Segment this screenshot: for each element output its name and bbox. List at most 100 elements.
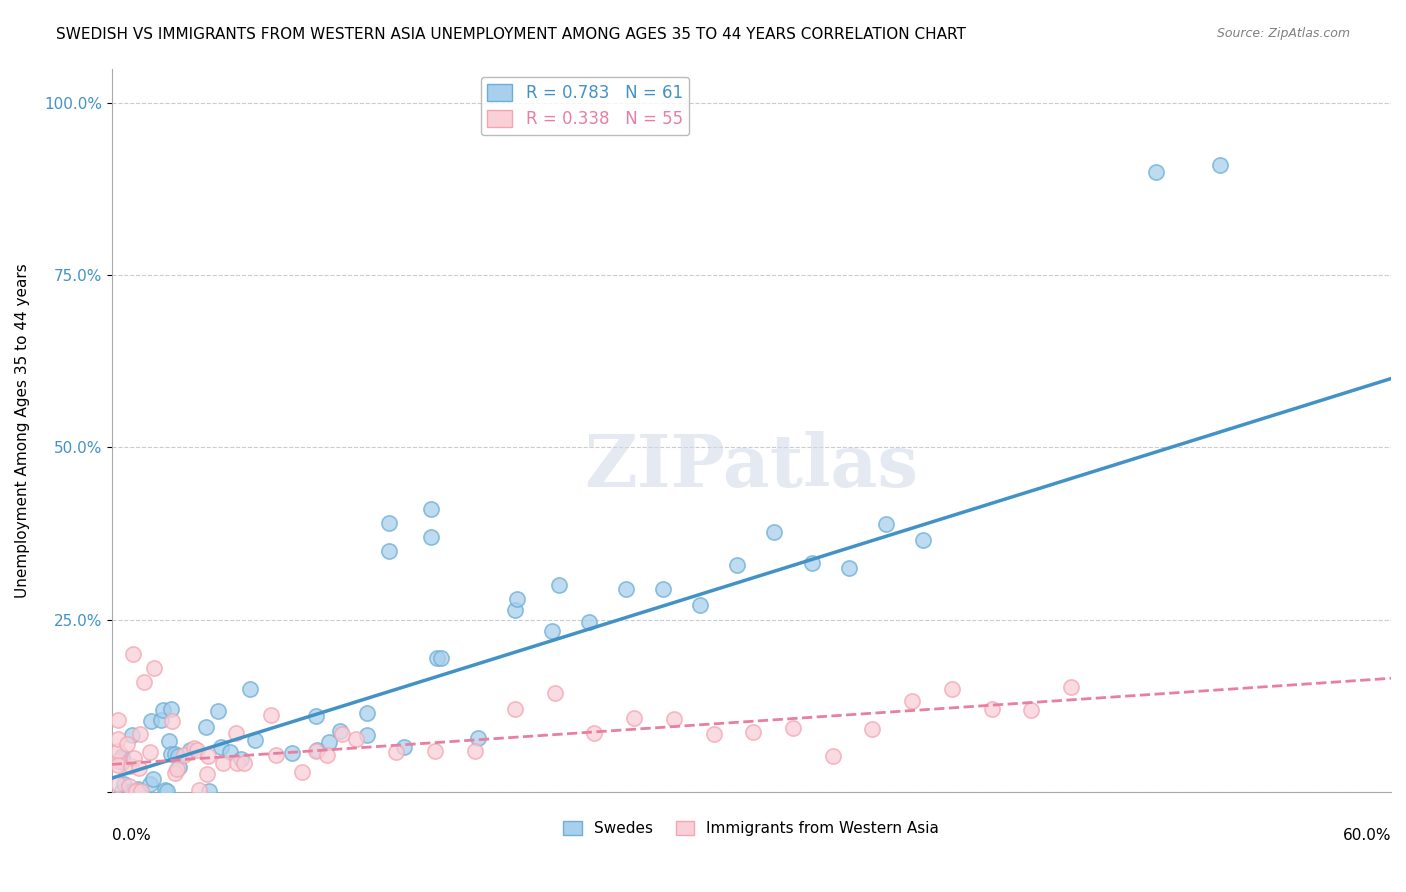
Point	[169, 759, 191, 773]
Point	[901, 694, 924, 708]
Text: ZIPatlas: ZIPatlas	[585, 431, 918, 502]
Point	[1146, 165, 1168, 179]
Point	[107, 777, 129, 791]
Point	[316, 747, 339, 762]
Point	[121, 728, 143, 742]
Text: Source: ZipAtlas.com: Source: ZipAtlas.com	[1216, 27, 1350, 40]
Point	[225, 756, 247, 770]
Legend: Swedes, Immigrants from Western Asia: Swedes, Immigrants from Western Asia	[557, 815, 945, 842]
Point	[464, 744, 486, 758]
Point	[139, 745, 162, 759]
Point	[378, 516, 401, 531]
Point	[229, 752, 252, 766]
Point	[578, 615, 600, 629]
Point	[209, 739, 232, 754]
Point	[183, 741, 205, 756]
Point	[124, 751, 146, 765]
Point	[239, 681, 262, 696]
Point	[125, 783, 148, 797]
Point	[318, 735, 340, 749]
Point	[429, 651, 451, 665]
Point	[156, 783, 179, 797]
Point	[155, 783, 177, 797]
Point	[111, 783, 134, 797]
Point	[195, 766, 218, 780]
Point	[344, 731, 367, 746]
Point	[782, 722, 804, 736]
Point	[173, 747, 195, 762]
Point	[356, 728, 378, 742]
Point	[186, 743, 208, 757]
Point	[111, 748, 134, 763]
Point	[260, 708, 283, 723]
Point	[652, 582, 675, 597]
Point	[159, 747, 181, 761]
Point	[120, 759, 142, 773]
Point	[623, 710, 645, 724]
Point	[503, 702, 526, 716]
Point	[291, 764, 314, 779]
Point	[425, 743, 447, 757]
Point	[1021, 703, 1043, 717]
Text: SWEDISH VS IMMIGRANTS FROM WESTERN ASIA UNEMPLOYMENT AMONG AGES 35 TO 44 YEARS C: SWEDISH VS IMMIGRANTS FROM WESTERN ASIA …	[56, 27, 966, 42]
Point	[330, 727, 353, 741]
Point	[503, 603, 526, 617]
Point	[911, 533, 934, 547]
Point	[107, 713, 129, 727]
Point	[160, 714, 183, 729]
Point	[225, 725, 247, 739]
Point	[305, 743, 328, 757]
Point	[107, 757, 129, 772]
Point	[763, 524, 786, 539]
Point	[160, 702, 183, 716]
Point	[614, 582, 637, 596]
Point	[122, 647, 145, 661]
Point	[165, 766, 187, 780]
Point	[245, 733, 267, 747]
Point	[179, 743, 201, 757]
Point	[194, 719, 217, 733]
Point	[163, 747, 186, 761]
Point	[107, 755, 129, 769]
Point	[305, 744, 328, 758]
Point	[467, 731, 489, 745]
Point	[219, 745, 242, 759]
Point	[233, 756, 256, 771]
Point	[107, 732, 129, 747]
Point	[143, 661, 166, 675]
Point	[281, 746, 304, 760]
Point	[111, 751, 134, 765]
Point	[128, 761, 150, 775]
Point	[166, 748, 188, 763]
Point	[862, 722, 884, 736]
Point	[356, 706, 378, 720]
Point	[821, 748, 844, 763]
Point	[875, 516, 897, 531]
Point	[742, 725, 765, 739]
Point	[118, 779, 141, 793]
Point	[426, 651, 449, 665]
Point	[197, 748, 219, 763]
Point	[662, 712, 685, 726]
Point	[305, 708, 328, 723]
Point	[111, 755, 134, 769]
Point	[583, 726, 606, 740]
Point	[420, 502, 443, 516]
Point	[541, 624, 564, 638]
Point	[392, 739, 415, 754]
Point	[329, 723, 352, 738]
Point	[157, 734, 180, 748]
Point	[107, 744, 129, 758]
Point	[702, 727, 724, 741]
Point	[129, 783, 152, 797]
Point	[120, 783, 142, 797]
Point	[207, 704, 229, 718]
Point	[1060, 680, 1083, 694]
Point	[506, 592, 529, 607]
Point	[127, 781, 149, 796]
Point	[725, 558, 748, 573]
Point	[689, 598, 711, 612]
Point	[141, 772, 163, 787]
Point	[800, 556, 823, 570]
Point	[378, 544, 401, 558]
